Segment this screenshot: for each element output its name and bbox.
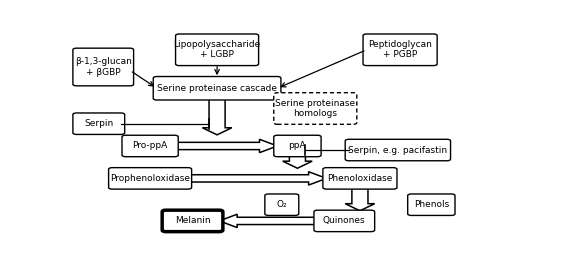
FancyBboxPatch shape bbox=[274, 93, 357, 124]
Text: Serine proteinase cascade: Serine proteinase cascade bbox=[157, 84, 277, 93]
FancyBboxPatch shape bbox=[363, 34, 437, 65]
FancyBboxPatch shape bbox=[73, 113, 124, 134]
Text: Peptidoglycan
+ PGBP: Peptidoglycan + PGBP bbox=[368, 40, 432, 59]
FancyBboxPatch shape bbox=[323, 168, 397, 189]
FancyBboxPatch shape bbox=[73, 48, 134, 86]
Text: Melanin: Melanin bbox=[175, 216, 210, 225]
Text: Serpin, e.g. pacifastin: Serpin, e.g. pacifastin bbox=[348, 145, 448, 155]
Text: Serpin: Serpin bbox=[84, 119, 113, 128]
FancyBboxPatch shape bbox=[345, 139, 450, 161]
Text: Quinones: Quinones bbox=[323, 216, 366, 225]
Text: Prophenoloxidase: Prophenoloxidase bbox=[110, 174, 190, 183]
FancyBboxPatch shape bbox=[314, 210, 374, 232]
Text: Pro-ppA: Pro-ppA bbox=[132, 141, 168, 150]
FancyBboxPatch shape bbox=[265, 194, 299, 215]
Text: Lipopolysaccharide
+ LGBP: Lipopolysaccharide + LGBP bbox=[173, 40, 261, 59]
FancyBboxPatch shape bbox=[109, 168, 192, 189]
FancyBboxPatch shape bbox=[408, 194, 455, 215]
Polygon shape bbox=[283, 155, 312, 168]
FancyBboxPatch shape bbox=[176, 34, 259, 65]
Text: β-1,3-glucan
+ βGBP: β-1,3-glucan + βGBP bbox=[75, 57, 132, 77]
Polygon shape bbox=[188, 172, 327, 185]
FancyBboxPatch shape bbox=[274, 135, 321, 157]
Polygon shape bbox=[219, 214, 317, 227]
FancyBboxPatch shape bbox=[153, 77, 281, 100]
FancyBboxPatch shape bbox=[122, 135, 178, 157]
Polygon shape bbox=[202, 98, 232, 135]
FancyBboxPatch shape bbox=[162, 210, 223, 232]
Text: O₂: O₂ bbox=[276, 200, 287, 209]
Text: Phenols: Phenols bbox=[414, 200, 449, 209]
Text: Phenoloxidase: Phenoloxidase bbox=[327, 174, 393, 183]
Text: Serine proteinase
homologs: Serine proteinase homologs bbox=[275, 99, 355, 118]
Polygon shape bbox=[175, 139, 278, 153]
Polygon shape bbox=[345, 188, 374, 211]
Text: ppA: ppA bbox=[289, 141, 306, 150]
